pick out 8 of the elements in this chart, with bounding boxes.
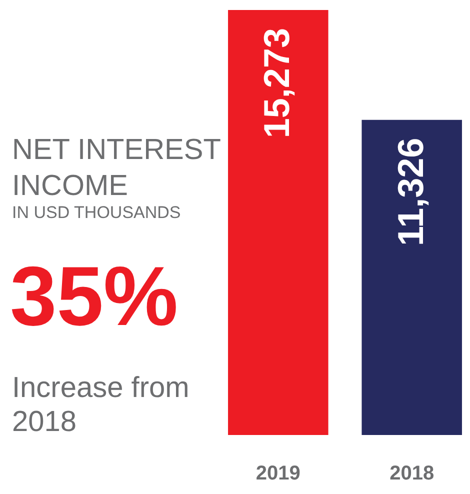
text: IN USD THOUSANDS xyxy=(12,203,181,222)
text: 35% xyxy=(10,249,178,343)
text: NET INTEREST INCOME xyxy=(12,134,222,202)
text: Increase from 2018 xyxy=(12,372,190,438)
x-tick-label: 2019 xyxy=(256,462,300,484)
data-label: 11,326 xyxy=(390,138,431,246)
x-tick-label: 2018 xyxy=(390,462,434,484)
data-label: 15,273 xyxy=(256,28,298,138)
